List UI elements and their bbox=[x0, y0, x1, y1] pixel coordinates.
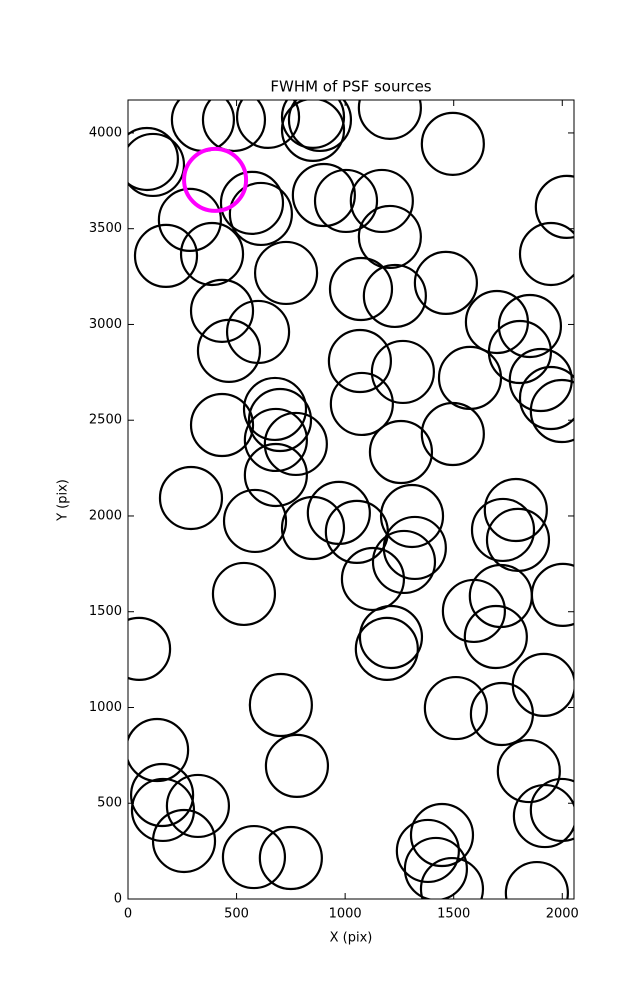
point bbox=[529, 777, 574, 843]
x-tick-label: 1000 bbox=[329, 907, 362, 922]
point bbox=[504, 860, 569, 899]
point bbox=[243, 442, 308, 508]
point bbox=[128, 126, 179, 192]
point bbox=[496, 738, 561, 804]
point bbox=[511, 652, 574, 717]
point bbox=[403, 836, 468, 899]
point bbox=[340, 546, 406, 612]
point bbox=[264, 733, 330, 798]
point bbox=[189, 278, 255, 343]
point bbox=[409, 802, 475, 868]
point bbox=[157, 187, 222, 252]
point bbox=[243, 407, 308, 473]
y-tick-label: 3000 bbox=[89, 317, 122, 332]
point bbox=[379, 483, 445, 549]
point bbox=[329, 371, 394, 437]
point bbox=[211, 561, 277, 627]
point bbox=[129, 762, 195, 828]
point bbox=[370, 339, 435, 405]
point bbox=[228, 181, 293, 247]
point bbox=[280, 100, 346, 149]
point bbox=[357, 100, 422, 140]
point bbox=[413, 250, 478, 315]
point bbox=[280, 100, 346, 162]
y-tick-label: 2500 bbox=[89, 413, 122, 428]
point bbox=[222, 488, 288, 554]
point bbox=[182, 146, 249, 213]
point bbox=[242, 376, 308, 442]
point bbox=[420, 111, 485, 176]
point bbox=[128, 717, 190, 783]
point bbox=[362, 263, 427, 329]
point bbox=[151, 808, 217, 874]
point bbox=[179, 221, 245, 287]
point bbox=[248, 672, 313, 738]
y-tick-label: 2000 bbox=[89, 508, 122, 523]
point bbox=[189, 392, 255, 458]
plot-area bbox=[128, 100, 574, 899]
point bbox=[463, 604, 528, 670]
x-tick-label: 500 bbox=[224, 907, 249, 922]
point bbox=[327, 328, 393, 394]
point bbox=[420, 401, 485, 467]
point bbox=[358, 604, 424, 670]
point bbox=[437, 345, 503, 410]
point bbox=[508, 347, 573, 413]
point bbox=[247, 387, 313, 453]
point bbox=[263, 411, 328, 477]
point bbox=[368, 419, 434, 485]
point bbox=[357, 204, 422, 270]
point bbox=[221, 824, 287, 890]
y-tick-label: 500 bbox=[97, 796, 122, 811]
point bbox=[518, 221, 574, 287]
point bbox=[165, 773, 231, 839]
y-tick-label: 0 bbox=[114, 892, 122, 907]
point bbox=[349, 168, 414, 234]
y-tick-label: 1500 bbox=[89, 604, 122, 619]
chart-title: FWHM of PSF sources bbox=[270, 78, 431, 96]
point bbox=[469, 681, 535, 747]
point bbox=[201, 100, 267, 153]
point bbox=[354, 616, 419, 681]
point bbox=[196, 318, 262, 383]
point bbox=[470, 497, 536, 563]
point bbox=[306, 480, 371, 546]
y-tick-label: 1000 bbox=[89, 700, 122, 715]
point bbox=[529, 378, 574, 444]
point bbox=[483, 477, 548, 543]
plot-frame bbox=[127, 99, 575, 900]
point bbox=[395, 818, 460, 884]
point bbox=[128, 616, 172, 681]
point bbox=[235, 100, 301, 149]
x-tick-label: 2000 bbox=[546, 907, 579, 922]
x-tick-label: 0 bbox=[124, 907, 132, 922]
x-tick-label: 1500 bbox=[437, 907, 470, 922]
point bbox=[219, 170, 285, 235]
point bbox=[534, 174, 574, 239]
point bbox=[225, 299, 291, 365]
y-tick-label: 4000 bbox=[89, 125, 122, 140]
y-axis-label: Y (pix) bbox=[56, 479, 71, 522]
point bbox=[287, 100, 353, 153]
y-tick-label: 3500 bbox=[89, 221, 122, 236]
point bbox=[253, 240, 319, 306]
point bbox=[423, 675, 488, 741]
point bbox=[158, 465, 224, 531]
point bbox=[382, 515, 447, 581]
x-axis-label: X (pix) bbox=[330, 931, 373, 946]
point bbox=[371, 529, 437, 595]
point bbox=[258, 825, 323, 891]
point bbox=[133, 223, 199, 288]
point bbox=[512, 783, 574, 849]
point bbox=[419, 856, 485, 899]
point bbox=[130, 777, 196, 843]
point bbox=[291, 162, 356, 228]
point bbox=[313, 168, 379, 234]
point bbox=[128, 132, 186, 198]
point bbox=[518, 365, 574, 431]
point bbox=[328, 256, 394, 322]
point bbox=[530, 562, 574, 627]
point bbox=[497, 293, 563, 359]
